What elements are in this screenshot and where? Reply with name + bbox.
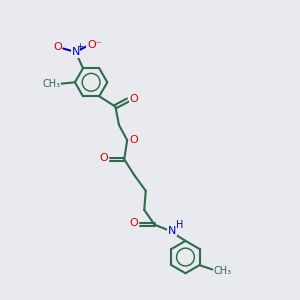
- Text: O: O: [99, 153, 108, 163]
- Text: O⁻: O⁻: [87, 40, 101, 50]
- Text: CH₃: CH₃: [213, 266, 231, 276]
- Text: O: O: [53, 42, 62, 52]
- Text: CH₃: CH₃: [42, 79, 60, 89]
- Text: O: O: [129, 94, 138, 104]
- Text: N: N: [71, 47, 80, 57]
- Text: O: O: [130, 218, 138, 228]
- Text: O: O: [129, 135, 138, 145]
- Text: N: N: [168, 226, 176, 236]
- Text: +: +: [76, 42, 82, 51]
- Text: H: H: [176, 220, 183, 230]
